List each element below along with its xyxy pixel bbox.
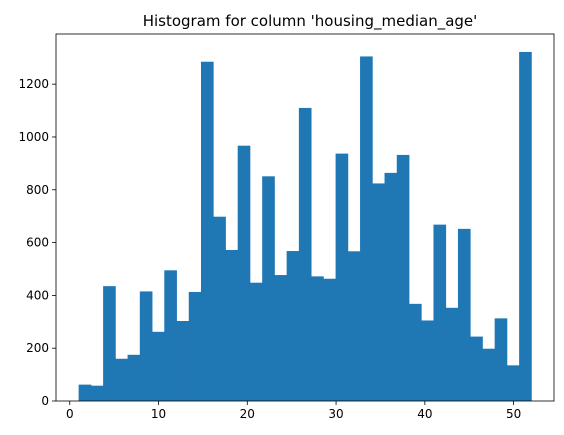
histogram-bar [127, 354, 141, 401]
histogram-bar [188, 291, 202, 401]
histogram-bar [237, 145, 251, 401]
y-tick-label: 200 [26, 341, 49, 355]
histogram-bar [90, 385, 104, 401]
histogram-bar [213, 216, 226, 401]
x-tick-label: 0 [66, 407, 74, 421]
y-tick-label: 1200 [18, 77, 49, 91]
histogram-bar [298, 107, 312, 402]
histogram-bar [506, 365, 520, 401]
histogram-bar [139, 291, 153, 401]
histogram-bar [372, 183, 385, 401]
histogram-bar [286, 251, 300, 401]
y-tick-label: 800 [26, 183, 49, 197]
histogram-bar [519, 51, 532, 402]
histogram-bar [347, 251, 361, 401]
histogram-bar [103, 286, 116, 401]
histogram-bar [249, 282, 263, 401]
x-tick-label: 10 [151, 407, 166, 421]
histogram-bar [335, 153, 349, 401]
histogram-bar [323, 278, 336, 401]
histogram-bar [225, 249, 239, 401]
histogram-bar [482, 348, 496, 401]
histogram-bar [421, 320, 434, 401]
x-tick-label: 40 [417, 407, 432, 421]
histogram-bar [115, 358, 128, 401]
histogram-bar [164, 270, 177, 401]
histogram-bar [274, 275, 288, 401]
histogram-bar [78, 384, 92, 401]
histogram-bar [176, 320, 190, 401]
histogram-bar [445, 307, 459, 401]
bars-group [78, 51, 532, 402]
y-tick-label: 0 [41, 394, 49, 408]
chart-title: Histogram for column 'housing_median_age… [143, 12, 478, 31]
x-tick-label: 20 [240, 407, 255, 421]
axes-group: 0 10 20 30 40 50 0 200 400 600 800 1000 1200 [18, 33, 555, 421]
histogram-bar [396, 154, 410, 401]
histogram-bar [311, 276, 324, 401]
histogram-bar [200, 61, 214, 401]
x-tick-label: 50 [506, 407, 521, 421]
histogram-bar [433, 224, 447, 401]
histogram-bar [409, 303, 422, 401]
y-tick-label: 600 [26, 236, 49, 250]
histogram-bar [470, 336, 483, 401]
plot-frame [55, 33, 555, 402]
histogram-bar [152, 331, 165, 401]
histogram-bar [457, 228, 471, 401]
y-tick-label: 400 [26, 288, 49, 302]
histogram-bar [494, 318, 508, 401]
histogram-bar [262, 176, 275, 401]
histogram-bar [384, 172, 398, 401]
histogram-bar [360, 56, 373, 402]
y-tick-label: 1000 [18, 130, 49, 144]
x-tick-label: 30 [328, 407, 343, 421]
